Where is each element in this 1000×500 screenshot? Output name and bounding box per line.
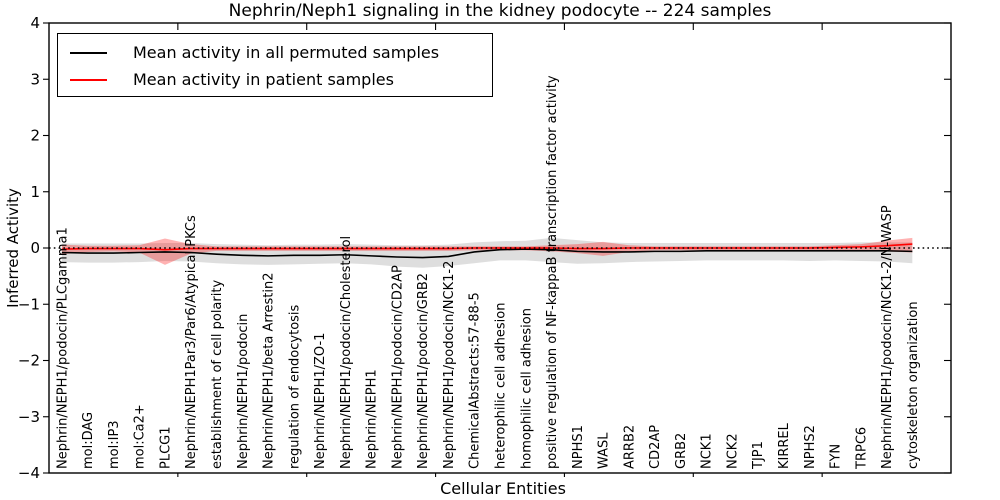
x-category-label: NCK1 [700,433,715,469]
chart-title: Nephrin/Neph1 signaling in the kidney po… [228,1,772,21]
legend-item-patient: Mean activity in patient samples [58,66,492,93]
x-category-label: Nephrin/NEPH1Par3/Par6/Atypical PKCs [184,215,199,469]
x-category-label: mol:DAG [81,412,96,469]
x-category-label: Nephrin/NEPH1/podocin/NCK1-2/N-WASP [880,205,895,469]
y-tick-label: −1 [18,295,40,313]
x-category-label: Nephrin/NEPH1/podocin/GRB2 [416,273,431,469]
x-category-label: Nephrin/NEPH1/beta Arrestin2 [262,273,277,470]
x-category-label: positive regulation of NF-kappaB transcr… [545,75,560,469]
legend-label-patient: Mean activity in patient samples [133,70,394,89]
x-category-label: NCK2 [725,433,740,469]
x-category-label: mol:Ca2+ [133,404,148,469]
x-category-label: PLCG1 [158,426,173,469]
x-category-label: establishment of cell polarity [210,280,225,469]
x-category-label: TJP1 [751,441,766,470]
y-tick-label: 1 [30,183,40,201]
legend: Mean activity in all permuted samples Me… [57,33,493,97]
x-category-label: mol:IP3 [107,420,122,469]
y-tick-label: 0 [30,239,40,257]
x-category-label: Nephrin/NEPH1/podocin [236,314,251,469]
x-category-label: heterophilic cell adhesion [494,303,509,470]
x-category-label: ChemicalAbstracts:57-88-5 [468,292,483,469]
x-category-label: Nephrin/NEPH1/podocin/NCK1-2 [442,261,457,469]
line-permuted [61,248,913,259]
x-category-label: regulation of endocytosis [287,304,302,469]
x-category-label: GRB2 [674,433,689,469]
x-category-label: KIRREL [777,422,792,469]
x-category-label: WASL [597,432,612,469]
x-category-label: ARRB2 [622,425,637,469]
x-category-label: homophilic cell adhesion [519,308,534,469]
x-category-label: cytoskeleton organization [906,301,921,469]
y-tick-label: 2 [30,127,40,145]
y-tick-label: −3 [18,408,40,426]
legend-label-permuted: Mean activity in all permuted samples [133,43,440,62]
x-axis-label: Cellular Entities [440,479,566,498]
x-category-label: CD2AP [648,425,663,469]
band-permuted [61,237,913,268]
x-category-label: Nephrin/NEPH1/podocin/PLCgamma1 [55,227,70,469]
y-tick-label: −2 [18,352,40,370]
legend-item-permuted: Mean activity in all permuted samples [58,39,492,66]
legend-line-permuted-icon [70,51,107,54]
x-category-label: Nephrin/NEPH1 [365,369,380,469]
y-tick-label: 3 [30,70,40,88]
y-tick-label: −4 [18,464,40,482]
legend-line-patient-icon [70,78,107,81]
x-category-label: FYN [829,444,844,469]
y-tick-label: 4 [30,14,40,32]
x-category-label: TRPC6 [854,427,869,470]
x-category-label: Nephrin/NEPH1/ZO-1 [313,333,328,469]
x-category-label: NPHS1 [571,425,586,469]
x-category-label: Nephrin/NEPH1/podocin/CD2AP [390,265,405,469]
x-category-label: Nephrin/NEPH1/podocin/Cholesterol [339,236,354,469]
y-axis-label: Inferred Activity [4,188,22,308]
x-category-label: NPHS2 [803,425,818,469]
